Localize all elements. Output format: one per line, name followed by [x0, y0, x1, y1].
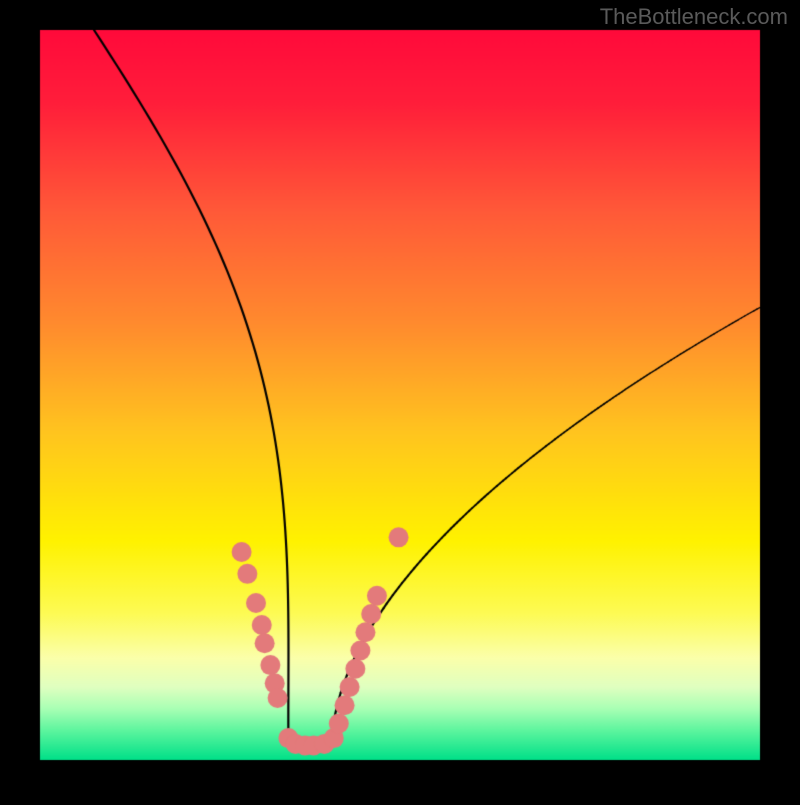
watermark-text: TheBottleneck.com [600, 4, 788, 30]
bottleneck-chart-canvas [0, 0, 800, 800]
chart-container [0, 0, 800, 805]
